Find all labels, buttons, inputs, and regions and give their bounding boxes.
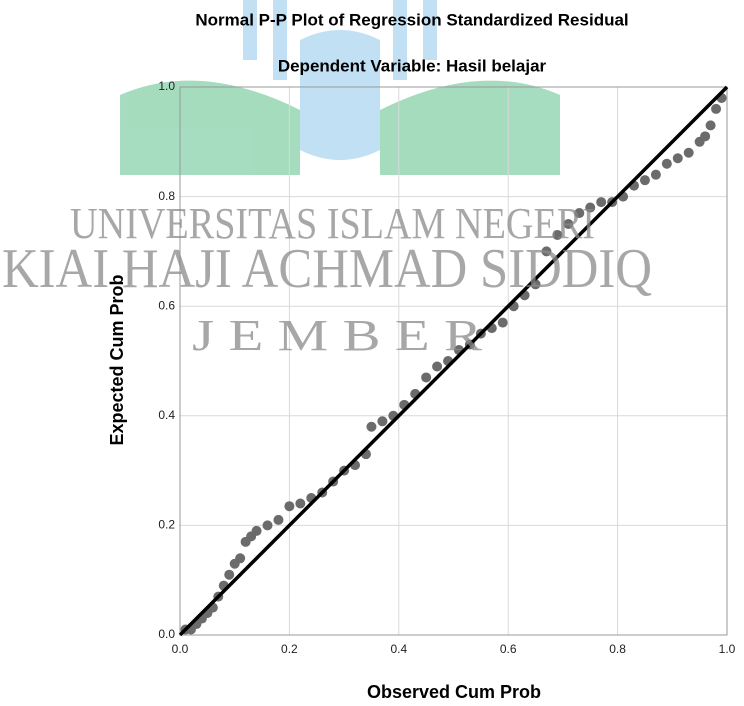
watermark-text: UNIVERSITAS ISLAM NEGERI [70,199,595,248]
point [377,416,388,427]
y-tick-label: 1.0 [158,79,175,93]
point [295,498,306,509]
point [421,372,432,383]
x-axis-label: Observed Cum Prob [367,682,541,702]
point [224,569,235,580]
watermark-text: KIAI HAJI ACHMAD SIDDIQ [2,238,652,300]
point [683,147,694,158]
point [432,361,443,372]
point [235,553,246,564]
point [585,202,596,213]
chart-title: Normal P-P Plot of Regression Standardiz… [195,10,628,29]
x-tick-label: 0.0 [172,642,189,656]
y-tick-label: 0.2 [158,518,175,532]
point [705,120,716,131]
point [574,208,585,219]
point [672,153,683,164]
point [552,229,563,240]
watermark-logo [120,0,560,175]
point [650,169,661,180]
y-tick-label: 0.6 [158,298,175,312]
chart-subtitle: Dependent Variable: Hasil belajar [278,56,547,75]
point [497,317,508,328]
y-tick-label: 0.8 [158,189,175,203]
point [661,158,672,169]
watermark-text: J E M B E R [192,311,483,360]
x-tick-label: 0.6 [500,642,517,656]
point [251,525,262,536]
point [541,246,552,257]
point [596,197,607,208]
point [563,219,574,229]
x-tick-label: 0.2 [281,642,298,656]
point [700,131,711,142]
x-tick-label: 1.0 [719,642,736,656]
y-tick-label: 0.4 [158,408,175,422]
y-axis-label: Expected Cum Prob [107,274,127,445]
point [639,175,650,186]
point [711,103,722,114]
y-tick-label: 0.0 [158,627,175,641]
point [284,501,295,512]
point [273,514,284,525]
x-tick-label: 0.4 [390,642,407,656]
reference-line [178,85,729,637]
plot-frame [179,86,728,636]
point [366,421,377,432]
plot-area: 0.0 0.2 0.4 0.6 0.8 1.0 0.0 0.2 0.4 0.6 0.8 1.0 [158,79,735,656]
x-tick-label: 0.8 [609,642,626,656]
point [262,520,273,531]
